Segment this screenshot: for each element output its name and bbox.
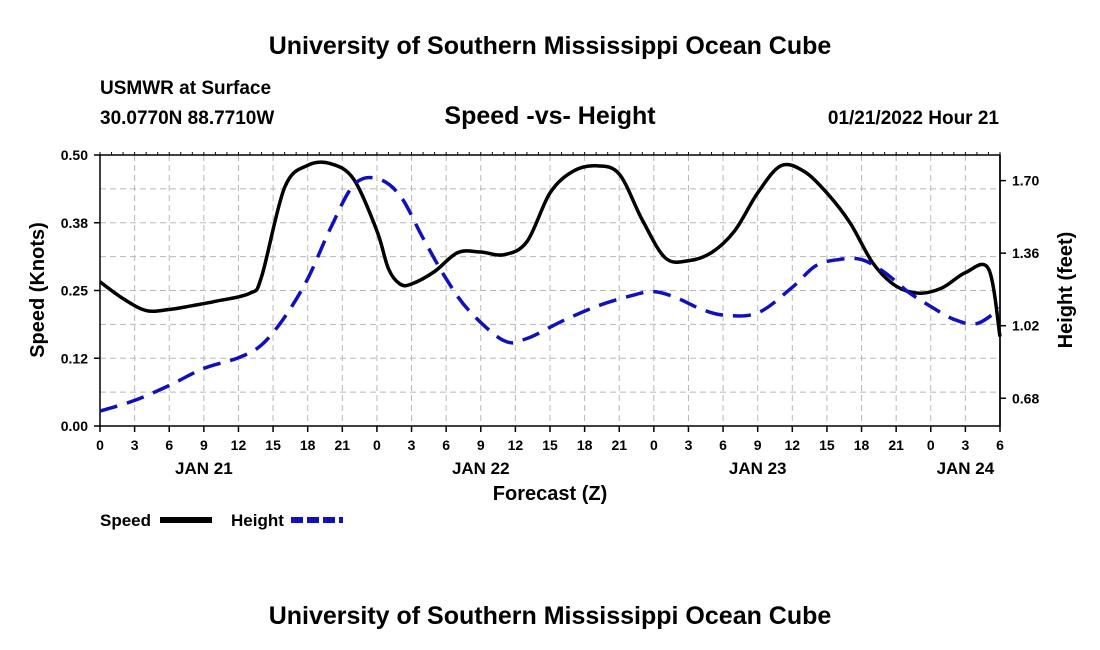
station-label: USMWR at Surface (100, 78, 271, 99)
x-tick-label: 15 (819, 437, 835, 453)
x-tick-label: 3 (408, 437, 416, 453)
chart-subtitle: Speed -vs- Height (444, 102, 656, 130)
x-tick-label: 18 (300, 437, 316, 453)
date-label: JAN 24 (937, 459, 995, 478)
x-tick-label: 15 (265, 437, 281, 453)
x-tick-label: 21 (611, 437, 627, 453)
x-tick-label: 15 (542, 437, 558, 453)
series-line-speed (98, 160, 1002, 337)
x-tick-label: 6 (442, 437, 450, 453)
x-tick-label: 0 (373, 437, 381, 453)
page-title: University of Southern Mississippi Ocean… (269, 32, 832, 60)
x-tick-label: 3 (131, 437, 139, 453)
y-left-tick-label: 0.00 (61, 418, 88, 434)
y-axis-left-label: Speed (Knots) (27, 222, 49, 358)
x-tick-label: 18 (854, 437, 870, 453)
x-axis-label: Forecast (Z) (493, 483, 607, 505)
footer-title: University of Southern Mississippi Ocean… (269, 602, 832, 630)
y-left-tick-label: 0.38 (61, 215, 88, 231)
x-tick-label: 9 (754, 437, 762, 453)
x-tick-label: 12 (785, 437, 801, 453)
date-label: JAN 21 (175, 459, 233, 478)
series-line-height (99, 175, 1002, 413)
y-right-tick-label: 1.02 (1012, 318, 1039, 334)
x-tick-label: 0 (650, 437, 658, 453)
x-tick-label: 6 (165, 437, 173, 453)
grid (100, 155, 1000, 426)
y-left-tick-label: 0.50 (61, 147, 88, 163)
y-left-tick-label: 0.25 (61, 283, 88, 299)
x-tick-label: 3 (961, 437, 969, 453)
date-label: JAN 23 (729, 459, 787, 478)
x-tick-label: 21 (888, 437, 904, 453)
axis-ticks: 0 3 6 9 12 15 18 21 0 3 6 9 12 15 18 21 0 3 6 9 12 15 18 21 0 3 6 0… (61, 147, 1040, 478)
y-left-tick-label: 0.12 (61, 350, 88, 366)
x-tick-label: 0 (96, 437, 104, 453)
x-tick-label: 0 (927, 437, 935, 453)
legend-label-height: Height (231, 511, 284, 530)
x-tick-label: 12 (508, 437, 524, 453)
datetime-label: 01/21/2022 Hour 21 (828, 108, 1000, 129)
y-right-tick-label: 0.68 (1012, 390, 1039, 406)
y-right-tick-label: 1.70 (1012, 173, 1039, 189)
legend: Speed Height (100, 511, 343, 530)
legend-label-speed: Speed (100, 511, 151, 530)
x-tick-label: 9 (477, 437, 485, 453)
x-tick-label: 18 (577, 437, 593, 453)
series (98, 160, 1002, 413)
y-right-tick-label: 1.36 (1012, 245, 1039, 261)
x-tick-label: 6 (996, 437, 1004, 453)
x-tick-label: 12 (231, 437, 247, 453)
y-axis-right-label: Height (feet) (1055, 232, 1077, 349)
x-tick-label: 21 (335, 437, 351, 453)
x-tick-label: 6 (719, 437, 727, 453)
x-tick-label: 9 (200, 437, 208, 453)
x-tick-label: 3 (685, 437, 693, 453)
coords-label: 30.0770N 88.7710W (100, 108, 274, 129)
date-label: JAN 22 (452, 459, 510, 478)
